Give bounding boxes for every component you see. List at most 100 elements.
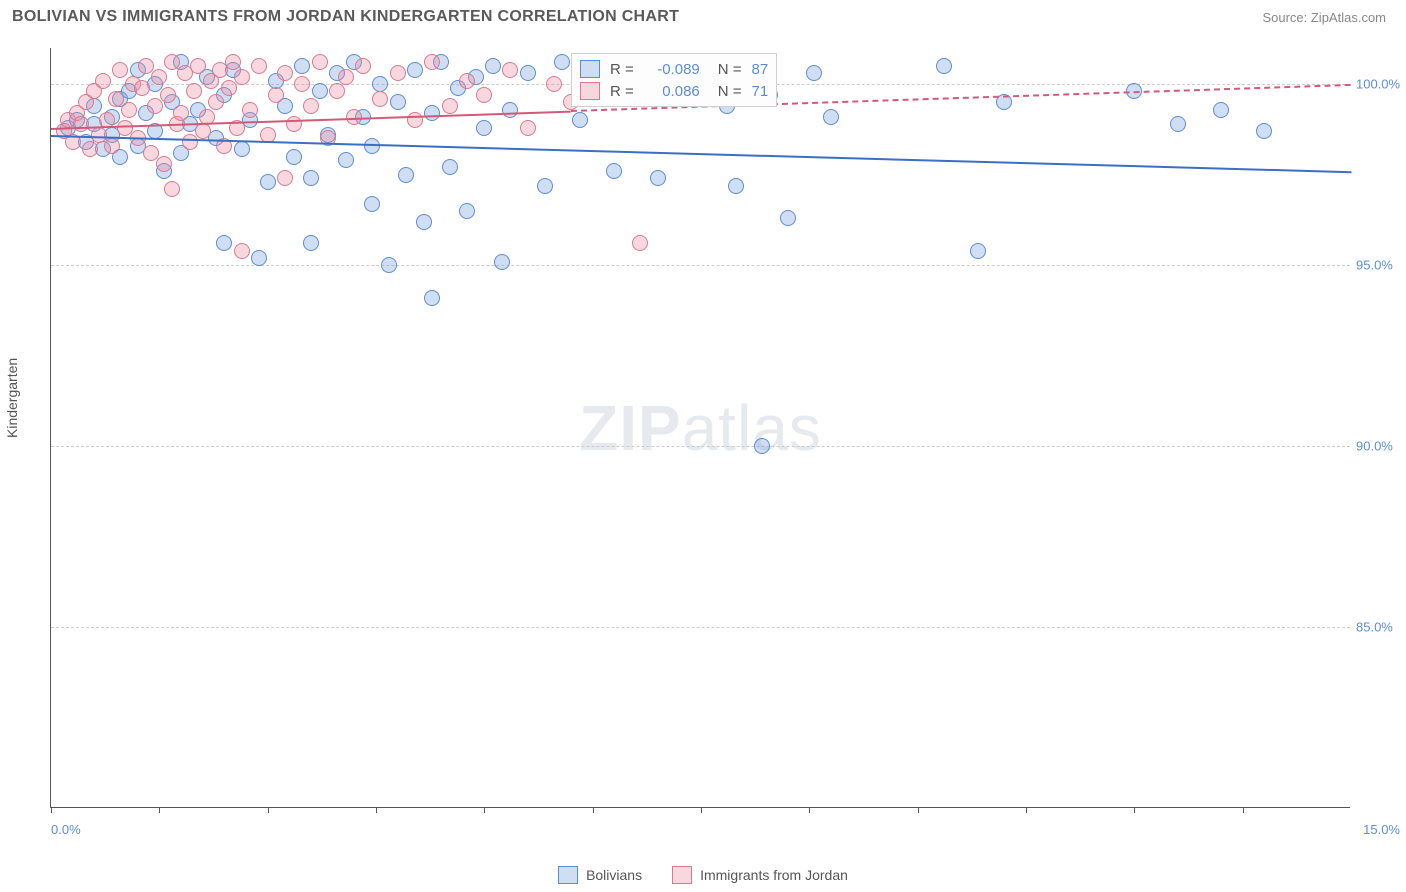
legend-swatch bbox=[558, 866, 578, 884]
data-point bbox=[823, 109, 839, 125]
data-point bbox=[416, 214, 432, 230]
data-point bbox=[286, 116, 302, 132]
data-point bbox=[1256, 123, 1272, 139]
legend-item: Bolivians bbox=[558, 866, 642, 884]
legend-item: Immigrants from Jordan bbox=[672, 866, 848, 884]
data-point bbox=[338, 152, 354, 168]
x-tick bbox=[1243, 807, 1244, 813]
x-tick bbox=[918, 807, 919, 813]
x-tick bbox=[484, 807, 485, 813]
gridline bbox=[51, 446, 1350, 447]
data-point bbox=[537, 178, 553, 194]
data-point bbox=[160, 87, 176, 103]
data-point bbox=[312, 54, 328, 70]
legend: Bolivians Immigrants from Jordan bbox=[0, 866, 1406, 884]
data-point bbox=[572, 112, 588, 128]
data-point bbox=[476, 87, 492, 103]
data-point bbox=[520, 65, 536, 81]
data-point bbox=[424, 54, 440, 70]
data-point bbox=[1213, 102, 1229, 118]
data-point bbox=[277, 170, 293, 186]
data-point bbox=[225, 54, 241, 70]
data-point bbox=[728, 178, 744, 194]
data-point bbox=[286, 149, 302, 165]
data-point bbox=[234, 141, 250, 157]
data-point bbox=[221, 80, 237, 96]
data-point bbox=[234, 69, 250, 85]
data-point bbox=[502, 62, 518, 78]
data-point bbox=[355, 58, 371, 74]
data-point bbox=[294, 76, 310, 92]
data-point bbox=[173, 105, 189, 121]
data-point bbox=[970, 243, 986, 259]
legend-label: Bolivians bbox=[586, 867, 642, 883]
x-tick bbox=[159, 807, 160, 813]
data-point bbox=[112, 62, 128, 78]
y-tick-label: 95.0% bbox=[1356, 258, 1406, 273]
x-axis-end-label: 15.0% bbox=[1363, 822, 1400, 837]
data-point bbox=[151, 69, 167, 85]
data-point bbox=[632, 235, 648, 251]
data-point bbox=[186, 83, 202, 99]
watermark: ZIPatlas bbox=[579, 391, 822, 465]
data-point bbox=[260, 174, 276, 190]
legend-swatch bbox=[580, 82, 600, 100]
data-point bbox=[195, 123, 211, 139]
stats-label: N = bbox=[718, 61, 742, 78]
data-point bbox=[459, 73, 475, 89]
x-tick bbox=[376, 807, 377, 813]
data-point bbox=[303, 98, 319, 114]
stats-box: R =-0.089N =87R =0.086N =71 bbox=[571, 53, 777, 107]
chart-header: BOLIVIAN VS IMMIGRANTS FROM JORDAN KINDE… bbox=[0, 0, 1406, 30]
stats-label: R = bbox=[610, 61, 634, 78]
data-point bbox=[329, 83, 345, 99]
legend-swatch bbox=[580, 60, 600, 78]
data-point bbox=[424, 105, 440, 121]
gridline bbox=[51, 265, 1350, 266]
data-point bbox=[459, 203, 475, 219]
data-point bbox=[650, 170, 666, 186]
y-tick-label: 100.0% bbox=[1356, 77, 1406, 92]
data-point bbox=[182, 134, 198, 150]
data-point bbox=[251, 250, 267, 266]
data-point bbox=[407, 62, 423, 78]
data-point bbox=[780, 210, 796, 226]
legend-swatch bbox=[672, 866, 692, 884]
data-point bbox=[338, 69, 354, 85]
data-point bbox=[147, 98, 163, 114]
data-point bbox=[372, 91, 388, 107]
chart-source: Source: ZipAtlas.com bbox=[1262, 10, 1386, 25]
x-tick bbox=[268, 807, 269, 813]
x-tick bbox=[1134, 807, 1135, 813]
x-tick bbox=[593, 807, 594, 813]
data-point bbox=[398, 167, 414, 183]
data-point bbox=[190, 58, 206, 74]
data-point bbox=[381, 257, 397, 273]
data-point bbox=[234, 243, 250, 259]
data-point bbox=[216, 235, 232, 251]
stats-n-value: 87 bbox=[752, 61, 769, 78]
x-tick bbox=[1026, 807, 1027, 813]
data-point bbox=[520, 120, 536, 136]
data-point bbox=[134, 80, 150, 96]
data-point bbox=[268, 87, 284, 103]
data-point bbox=[494, 254, 510, 270]
data-point bbox=[364, 196, 380, 212]
stats-label: N = bbox=[718, 83, 742, 100]
data-point bbox=[424, 290, 440, 306]
stats-label: R = bbox=[610, 83, 634, 100]
data-point bbox=[156, 156, 172, 172]
data-point bbox=[251, 58, 267, 74]
data-point bbox=[502, 102, 518, 118]
data-point bbox=[476, 120, 492, 136]
stats-row: R =0.086N =71 bbox=[580, 80, 768, 102]
data-point bbox=[164, 181, 180, 197]
data-point bbox=[936, 58, 952, 74]
watermark-atlas: atlas bbox=[682, 392, 822, 464]
data-point bbox=[485, 58, 501, 74]
y-tick-label: 90.0% bbox=[1356, 439, 1406, 454]
data-point bbox=[554, 54, 570, 70]
data-point bbox=[754, 438, 770, 454]
data-point bbox=[390, 94, 406, 110]
data-point bbox=[546, 76, 562, 92]
